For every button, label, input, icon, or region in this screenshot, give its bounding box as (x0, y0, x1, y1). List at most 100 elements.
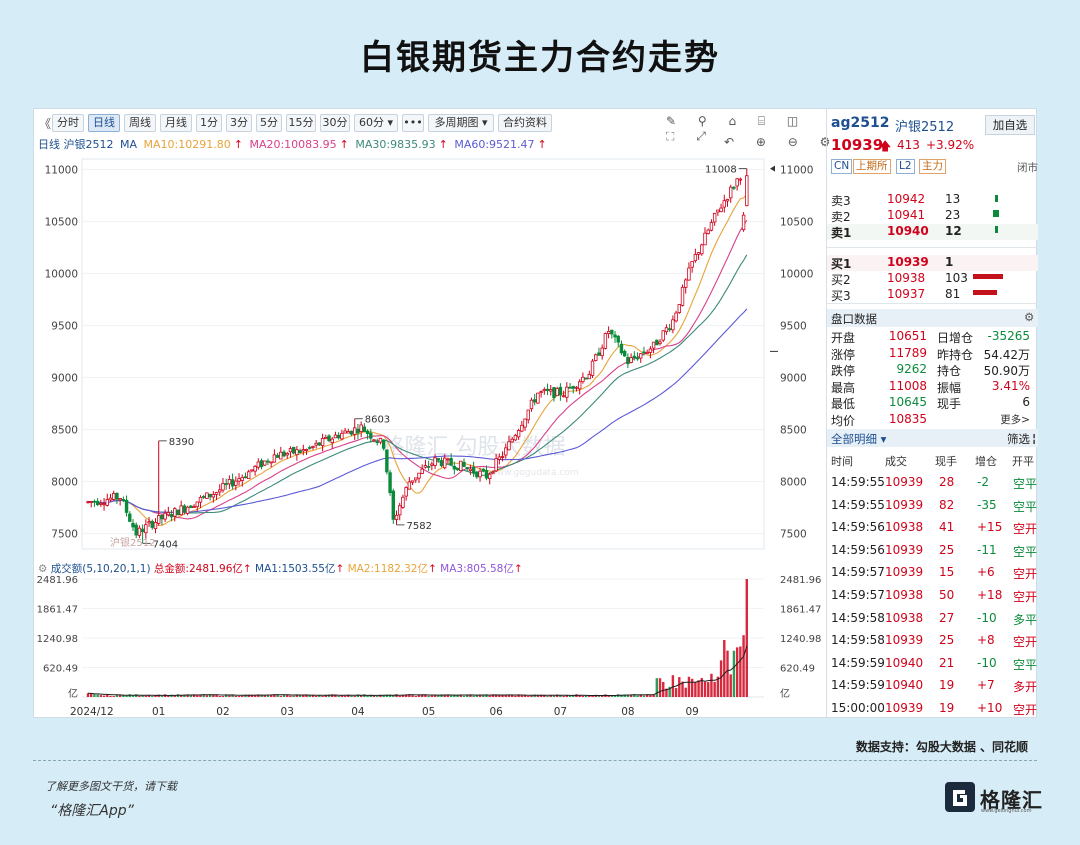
trade-type: 空平 (1013, 499, 1038, 514)
volume-bar (742, 635, 745, 697)
contract-watermark: 沪银2512 (110, 536, 155, 549)
candlestick-chart[interactable]: 格隆汇 勾股大数据 www.gogudata.com 7500 7500 8000 80… (34, 109, 824, 719)
volume-bar (662, 681, 665, 697)
order-label: 卖3 (831, 194, 851, 208)
trade-row[interactable]: 14:59:57 10938 50 +18 空开 (827, 588, 1038, 604)
order-price: 10939 (887, 255, 929, 269)
trade-price: 10939 (885, 565, 924, 580)
volume-bar (462, 695, 466, 697)
order-price: 10942 (887, 192, 926, 206)
order-row-卖2[interactable]: 卖2 10941 23 (827, 208, 1038, 224)
volume-tick-left: 620.49 (43, 664, 78, 675)
add-watchlist-button[interactable]: 加自选 (985, 115, 1035, 135)
volume-bar (208, 694, 212, 697)
candle-body (722, 200, 726, 208)
trades-column-header: 时间 (831, 455, 853, 468)
trade-row[interactable]: 15:00:00 10939 19 +10 空开 (827, 701, 1038, 717)
price-change: 413 (897, 138, 920, 152)
trades-column-header: 开平 (1012, 455, 1034, 468)
period-button-3[interactable]: 月线 (160, 114, 192, 132)
volume-bar (690, 678, 694, 697)
period-button-5[interactable]: 3分 (226, 114, 252, 132)
more-link[interactable]: 更多> (1000, 413, 1030, 426)
volume-bar (96, 694, 99, 697)
candle-body (513, 434, 518, 441)
trade-type: 空平 (1013, 657, 1038, 672)
candle-body (561, 395, 566, 398)
order-label: 卖1 (831, 226, 852, 240)
trade-time: 14:59:58 (831, 610, 885, 625)
candle-body (481, 468, 485, 472)
drawing-tools-icons[interactable]: ✎ ⚲ ⌂ ⌸ ◫ ⛶ ⤢ (666, 114, 808, 143)
volume-bar (488, 695, 491, 697)
volume-legend-label: 成交额(5,10,20,1,1) (50, 563, 151, 575)
candle-body (227, 479, 232, 485)
volume-bar (716, 676, 720, 697)
trade-row[interactable]: 14:59:55 10939 28 -2 空平 (827, 475, 1038, 491)
zoom-controls-icons[interactable]: ↶ ⊕ ⊖ ⚙ (724, 135, 840, 149)
price-tick-left: 10500 (45, 216, 78, 228)
trades-filter-button[interactable]: 筛选 (1007, 432, 1030, 446)
panel-settings-icon[interactable]: ⚙ (1024, 310, 1035, 324)
period-button-8[interactable]: 30分 (320, 114, 350, 132)
volume-tick-right: 1240.98 (780, 634, 821, 645)
trade-row[interactable]: 14:59:58 10938 27 -10 多平 (827, 611, 1038, 627)
order-row-买3[interactable]: 买3 10937 81 (827, 287, 1038, 303)
period-button-1[interactable]: 日线 (88, 114, 120, 132)
trade-volume: 27 (939, 610, 955, 625)
trades-dropdown[interactable]: 全部明细 ▾ (831, 432, 887, 446)
volume-bar (173, 695, 176, 697)
trade-time: 14:59:55 (831, 475, 885, 489)
trade-row[interactable]: 14:59:57 10939 15 +6 空开 (827, 565, 1038, 581)
candle-body (317, 442, 322, 446)
collapse-nav-icon[interactable]: 《 (39, 117, 52, 131)
period-button-4[interactable]: 1分 (196, 114, 222, 132)
period-button-9[interactable]: 60分 ▾ (354, 114, 398, 132)
candle-body (487, 473, 492, 479)
volume-bar (205, 695, 209, 697)
period-button-12[interactable]: 合约资料 (498, 114, 552, 132)
order-qty: 13 (945, 192, 961, 206)
trade-row[interactable]: 14:59:56 10939 25 -11 空平 (827, 543, 1038, 559)
candle-body (211, 494, 216, 498)
volume-bar (594, 695, 597, 697)
x-axis-label: 05 (422, 706, 435, 718)
volume-bar (279, 695, 283, 697)
period-button-10[interactable]: ••• (402, 114, 424, 132)
trade-price: 10940 (885, 655, 924, 670)
column-toggle-icon[interactable]: ¦ (1032, 431, 1037, 445)
trade-row[interactable]: 14:59:55 10939 82 -35 空平 (827, 498, 1038, 514)
candle-body (272, 454, 277, 463)
volume-bar (401, 695, 405, 697)
candle-body (741, 214, 746, 231)
order-row-卖1[interactable]: 卖1 10940 12 (827, 224, 1038, 240)
order-row-买1[interactable]: 买1 10939 1 (827, 255, 1038, 271)
trade-row[interactable]: 14:59:59 10940 19 +7 多开 (827, 678, 1038, 694)
price-tick-right: 8000 (780, 476, 807, 488)
period-button-6[interactable]: 5分 (256, 114, 282, 132)
trade-row[interactable]: 14:59:58 10939 25 +8 空开 (827, 633, 1038, 649)
volume-bar (533, 694, 536, 697)
candle-body (494, 458, 498, 472)
period-button-11[interactable]: 多周期图 ▾ (428, 114, 494, 132)
volume-bar (591, 695, 594, 697)
volume-bar (141, 695, 144, 697)
order-row-买2[interactable]: 买2 10938 103 (827, 271, 1038, 287)
period-button-2[interactable]: 周线 (124, 114, 156, 132)
volume-settings-icon[interactable]: ⚙ (38, 563, 48, 575)
trade-open-interest: +15 (977, 520, 1003, 535)
order-row-卖3[interactable]: 卖3 10942 13 (827, 192, 1038, 208)
trade-volume: 82 (939, 497, 955, 512)
candle-body (526, 409, 530, 421)
candle-body (407, 481, 412, 490)
volume-bar (507, 694, 511, 697)
gelonghui-logo-icon (945, 782, 975, 812)
trade-row[interactable]: 14:59:59 10940 21 -10 空平 (827, 656, 1038, 672)
volume-bar (562, 696, 565, 697)
trade-volume: 25 (939, 633, 955, 648)
period-button-0[interactable]: 分时 (52, 114, 84, 132)
volume-bar (700, 678, 703, 697)
trade-row[interactable]: 14:59:56 10938 41 +15 空开 (827, 520, 1038, 536)
candle-body (455, 468, 460, 471)
period-button-7[interactable]: 15分 (286, 114, 316, 132)
